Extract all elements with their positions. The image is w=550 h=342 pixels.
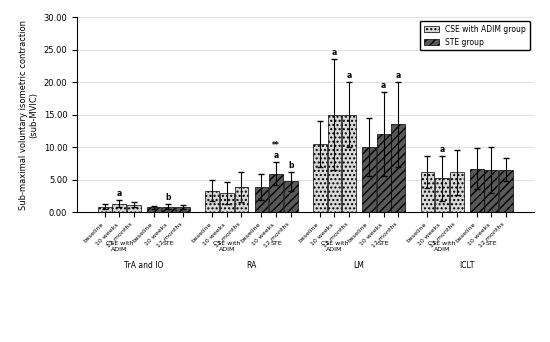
- Bar: [127, 205, 141, 212]
- Bar: [98, 207, 112, 212]
- Bar: [377, 134, 390, 212]
- Bar: [485, 170, 498, 212]
- Text: STE: STE: [486, 241, 497, 246]
- Y-axis label: Sub-maximal voluntary isometric contraction
(sub-MVIC): Sub-maximal voluntary isometric contract…: [19, 19, 38, 210]
- Text: LM: LM: [354, 261, 365, 270]
- Text: CSE with
ADIM: CSE with ADIM: [106, 241, 133, 252]
- Bar: [450, 172, 464, 212]
- Bar: [313, 144, 327, 212]
- Text: b: b: [166, 193, 171, 202]
- Text: a: a: [439, 145, 444, 154]
- Text: TrA and IO: TrA and IO: [124, 261, 163, 270]
- Text: CSE with
ADIM: CSE with ADIM: [321, 241, 348, 252]
- Bar: [234, 187, 249, 212]
- Bar: [328, 115, 342, 212]
- Bar: [269, 174, 283, 212]
- Bar: [147, 208, 161, 212]
- Text: STE: STE: [270, 241, 282, 246]
- Text: a: a: [332, 48, 337, 57]
- Text: a: a: [381, 81, 386, 90]
- Bar: [112, 203, 126, 212]
- Bar: [176, 207, 190, 212]
- Bar: [255, 187, 268, 212]
- Bar: [435, 178, 449, 212]
- Text: STE: STE: [378, 241, 389, 246]
- Bar: [162, 207, 175, 212]
- Bar: [342, 115, 356, 212]
- Text: STE: STE: [163, 241, 174, 246]
- Bar: [205, 190, 219, 212]
- Bar: [284, 182, 298, 212]
- Bar: [499, 170, 513, 212]
- Text: a: a: [346, 71, 351, 80]
- Text: RA: RA: [246, 261, 257, 270]
- Bar: [421, 172, 434, 212]
- Text: a: a: [395, 71, 401, 80]
- Bar: [220, 193, 234, 212]
- Text: **
a: ** a: [272, 141, 280, 160]
- Bar: [470, 169, 483, 212]
- Text: CSE with
ADIM: CSE with ADIM: [428, 241, 456, 252]
- Text: CSE with
ADIM: CSE with ADIM: [213, 241, 240, 252]
- Legend: CSE with ADIM group, STE group: CSE with ADIM group, STE group: [420, 21, 530, 50]
- Bar: [391, 124, 405, 212]
- Bar: [362, 147, 376, 212]
- Text: b: b: [288, 161, 293, 170]
- Text: ICLT: ICLT: [459, 261, 474, 270]
- Text: a: a: [117, 189, 122, 198]
